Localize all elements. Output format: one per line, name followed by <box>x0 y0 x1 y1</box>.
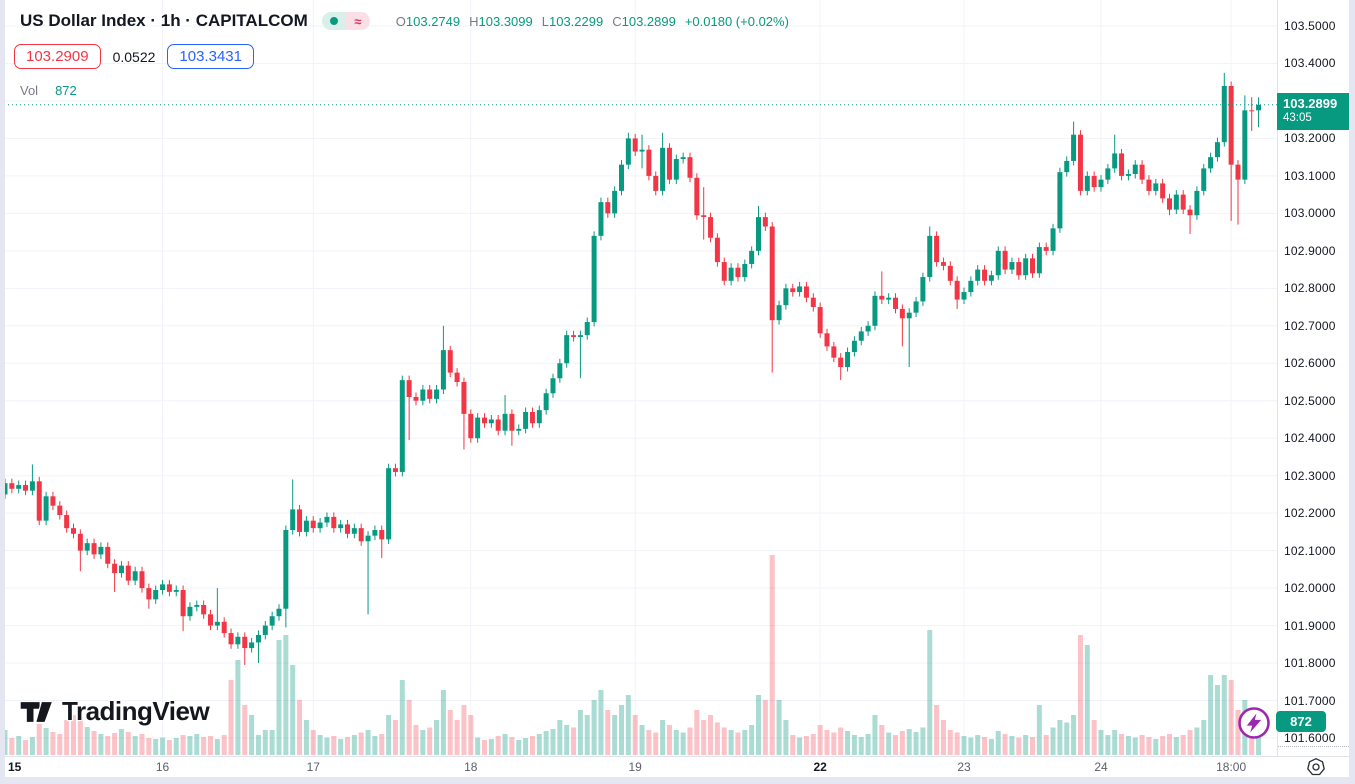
price-tick-label: 102.4000 <box>1284 431 1336 446</box>
close-value: 103.2899 <box>621 13 676 29</box>
ohlc-values: O103.2749 H103.3099 L103.2299 C103.2899 … <box>396 14 789 29</box>
time-axis[interactable]: 15 16 17 18 19 22 23 24 18:00 <box>0 757 1355 777</box>
time-tick-label: 17 <box>306 760 320 774</box>
open-label: O <box>395 13 406 29</box>
symbol-title[interactable]: US Dollar Index · 1h · CAPITALCOM <box>20 11 308 30</box>
price-tick-label: 102.8000 <box>1284 281 1336 296</box>
flash-button[interactable] <box>1237 706 1271 740</box>
price-tick-label: 103.1000 <box>1284 168 1336 183</box>
axis-corner-dotted-line <box>1278 746 1349 747</box>
price-tick-label: 102.5000 <box>1284 393 1336 408</box>
time-tick-label: 23 <box>957 760 971 774</box>
high-label: H <box>469 13 479 29</box>
bid-price-button[interactable]: 103.2909 <box>14 44 101 69</box>
window-edge-bottom <box>0 777 1355 784</box>
gear-icon <box>1307 758 1325 776</box>
last-price-badge: 103.2899 43:05 <box>1277 93 1349 130</box>
low-value: 103.2299 <box>548 13 604 29</box>
change-value: +0.0180 (+0.02%) <box>684 13 789 29</box>
price-tick-label: 103.2000 <box>1284 131 1336 146</box>
time-tick-label: 24 <box>1094 760 1108 774</box>
window-edge-left <box>0 0 5 784</box>
live-dot-icon <box>321 12 346 30</box>
price-tick-label: 102.1000 <box>1284 543 1336 558</box>
price-tick-label: 102.3000 <box>1284 468 1336 483</box>
ask-price-button[interactable]: 103.3431 <box>167 44 254 69</box>
lightning-icon <box>1246 713 1262 733</box>
price-tick-label: 101.8000 <box>1284 656 1336 671</box>
low-label: L <box>541 13 549 29</box>
high-value: 103.3099 <box>478 13 533 29</box>
volume-value: 872 <box>55 83 77 98</box>
time-axis-separator <box>0 756 1355 757</box>
time-tick-label: 16 <box>155 760 170 774</box>
window-edge-right <box>1349 0 1355 784</box>
volume-label: Vol <box>20 83 39 98</box>
time-tick-label: 15 <box>8 760 22 774</box>
open-value: 103.2749 <box>405 13 461 29</box>
time-tick-label: 22 <box>813 760 827 774</box>
price-axis-separator <box>1277 0 1278 756</box>
price-tick-label: 103.5000 <box>1284 19 1336 33</box>
volume-axis-badge: 872 <box>1276 711 1326 732</box>
last-price-value: 103.2899 <box>1283 96 1338 111</box>
market-status-toggle[interactable]: ≈ <box>321 12 370 30</box>
price-tick-label: 101.9000 <box>1284 618 1336 633</box>
time-tick-label: 18 <box>464 760 478 774</box>
bar-countdown: 43:05 <box>1283 112 1312 124</box>
price-tick-label: 102.2000 <box>1284 506 1336 521</box>
candlestick-chart[interactable] <box>0 0 1277 756</box>
price-tick-label: 102.0000 <box>1284 581 1336 596</box>
tradingview-watermark[interactable]: TradingView <box>18 696 210 727</box>
price-tick-label: 101.6000 <box>1284 731 1336 745</box>
price-tick-label: 103.4000 <box>1284 56 1336 71</box>
spread-value: 0.0522 <box>112 48 156 65</box>
time-tick-label: 19 <box>628 760 642 774</box>
time-tick-label: 18:00 <box>1216 760 1247 774</box>
price-scale-settings-button[interactable] <box>1306 757 1326 777</box>
price-tick-label: 102.6000 <box>1284 356 1336 371</box>
price-tick-label: 102.9000 <box>1284 243 1336 258</box>
price-tick-label: 101.7000 <box>1284 693 1336 708</box>
close-label: C <box>612 13 622 29</box>
price-tick-label: 103.0000 <box>1284 206 1336 221</box>
approx-icon: ≈ <box>345 12 370 30</box>
tradingview-logo-icon <box>19 700 54 723</box>
price-tick-label: 102.7000 <box>1284 318 1336 333</box>
tradingview-watermark-text: TradingView <box>62 696 210 726</box>
